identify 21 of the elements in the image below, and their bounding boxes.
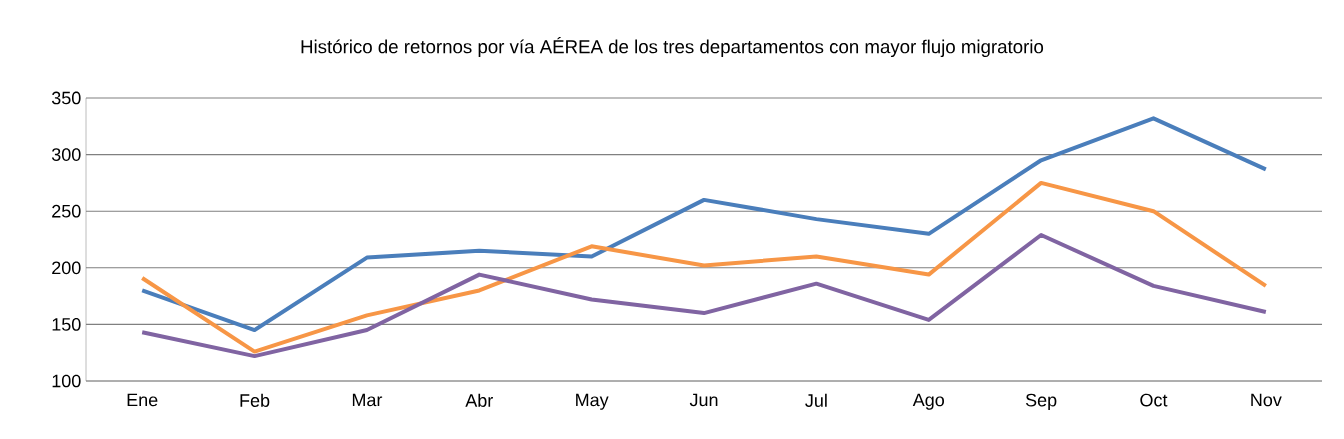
y-tick-label: 300 (51, 148, 81, 161)
x-tick-label: Feb (240, 393, 270, 407)
x-tick-label: Nov (1251, 393, 1282, 407)
y-tick-label: 100 (52, 374, 81, 388)
x-tick-label: Sep (1025, 393, 1057, 411)
y-tick-label: 350 (51, 91, 81, 105)
line-series (140, 232, 1268, 359)
y-tick-label: 200 (52, 261, 81, 275)
x-tick-label: Jun (689, 393, 718, 407)
chart-title: Histórico de retornos por vía AÉREA de los tres departamentos con mayor flujo migratorio (301, 36, 1044, 58)
x-tick-label: May (576, 393, 609, 410)
y-tick-label: 150 (52, 318, 81, 331)
x-tick-label: Mar (352, 393, 383, 407)
y-tick-label: 250 (52, 204, 81, 218)
x-tick-label: Abr (465, 393, 493, 407)
line-series (140, 116, 1268, 333)
x-tick-label: Ene (127, 393, 158, 407)
line-series (140, 180, 1268, 354)
x-tick-label: Jul (805, 393, 827, 407)
x-tick-label: Oct (1140, 393, 1168, 407)
x-tick-label: Ago (912, 393, 944, 410)
